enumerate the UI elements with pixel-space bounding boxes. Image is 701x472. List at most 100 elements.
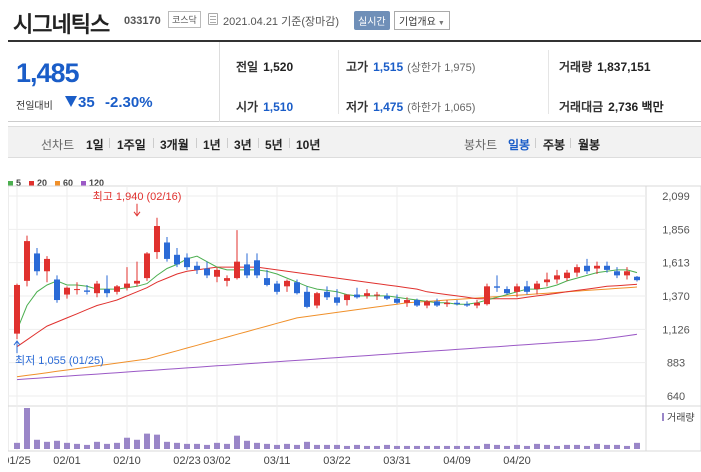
- x-tick-label: 03/11: [264, 455, 291, 467]
- volume-bar: [44, 441, 50, 449]
- candle-body: [524, 286, 530, 292]
- line-option-1d[interactable]: 1일: [86, 138, 104, 152]
- upper-limit: (상한가 1,975): [407, 62, 476, 74]
- legend-ma60: 60: [55, 178, 73, 188]
- candle-body: [604, 265, 610, 270]
- candle-body: [64, 287, 70, 295]
- y-tick-label: 1,126: [662, 324, 690, 336]
- candle-body: [154, 226, 160, 253]
- candle-body: [74, 289, 80, 291]
- separator: [109, 138, 110, 148]
- volume-label: 거래량: [667, 412, 695, 424]
- candle-option-weekly[interactable]: 주봉: [543, 138, 566, 152]
- candle-body: [564, 272, 570, 279]
- line-option-3m[interactable]: 3개월: [160, 138, 189, 152]
- volume-bar: [204, 444, 210, 449]
- line-option-3y[interactable]: 3년: [234, 138, 252, 152]
- volume-bar: [84, 444, 90, 449]
- low-annotation: 최저 1,055 (01/25): [15, 354, 104, 367]
- legend-swatch: [81, 180, 87, 186]
- volume-bar: [454, 445, 460, 449]
- y-tick-label: 1,613: [662, 258, 690, 270]
- separator: [153, 138, 154, 148]
- ma20-line: [16, 266, 638, 348]
- amount-value: 2,736 백만: [608, 100, 664, 114]
- candle-body: [314, 293, 320, 306]
- volume-label: 거래량: [559, 60, 593, 74]
- candle-body: [294, 282, 300, 294]
- volume: 거래량 1,837,151: [559, 58, 651, 75]
- stock-chart[interactable]: 5 20 60 120 2,099 1,856 1,613 1,370 1,126 883…: [8, 170, 701, 472]
- volume-bar: [324, 444, 330, 449]
- x-tick-label: 02/23: [173, 455, 201, 467]
- legend-ma20: 20: [29, 178, 47, 188]
- volume-bar: [224, 443, 230, 449]
- candle-body: [594, 265, 600, 269]
- x-tick-label: 04/09: [443, 455, 471, 467]
- volume-bar: [234, 435, 240, 449]
- candle-body: [464, 304, 470, 306]
- volume-bar: [354, 444, 360, 449]
- volume-bar: [94, 441, 100, 449]
- legend-swatch: [29, 180, 35, 186]
- volume-bar: [384, 444, 390, 449]
- candle-body: [634, 276, 640, 281]
- candle-body: [394, 298, 400, 303]
- volume-bar: [254, 442, 260, 449]
- volume-bar: [164, 441, 170, 449]
- period-selector: 선차트 1일 1주일 3개월 1년 3년 5년 10년 봉차트 일봉 주봉 월봉: [8, 126, 701, 158]
- amount-label: 거래대금: [559, 100, 604, 114]
- volume-bar: [114, 442, 120, 449]
- volume-panel-frame: [8, 405, 701, 452]
- line-option-10y[interactable]: 10년: [296, 138, 321, 152]
- candle-body: [324, 291, 330, 298]
- volume-bar: [614, 444, 620, 449]
- candle-body: [544, 279, 550, 283]
- open-price: 시가 1,510: [236, 98, 293, 115]
- candle-body: [284, 280, 290, 287]
- high-label: 고가: [346, 60, 369, 74]
- candle-option-monthly[interactable]: 월봉: [578, 138, 601, 152]
- candle-body: [124, 283, 130, 288]
- realtime-button[interactable]: 실시간: [354, 11, 390, 30]
- volume-bar: [364, 445, 370, 449]
- x-tick-label: 02/01: [53, 455, 81, 467]
- ma-legend: 5 20 60 120: [8, 178, 104, 188]
- candle-body: [104, 289, 110, 294]
- volume-bar: [24, 408, 30, 449]
- volume-bar: [634, 442, 640, 449]
- candle-body: [54, 279, 60, 301]
- ma120-line: [16, 333, 638, 381]
- volume-bar: [554, 445, 560, 449]
- candle-body: [434, 301, 440, 306]
- y-tick-label: 1,856: [662, 224, 690, 236]
- down-arrow-icon: [65, 96, 77, 107]
- candle-body: [174, 254, 180, 265]
- volume-bar: [124, 437, 130, 449]
- line-option-5y[interactable]: 5년: [265, 138, 283, 152]
- line-option-1y[interactable]: 1년: [203, 138, 221, 152]
- volume-bar: [624, 445, 630, 449]
- volume-bar: [294, 444, 300, 449]
- candle-body: [84, 290, 90, 292]
- legend-ma60-label: 60: [63, 178, 74, 188]
- candle-body: [614, 271, 620, 276]
- legend-swatch: [8, 180, 13, 186]
- candle-body: [424, 301, 430, 306]
- lower-limit: (하한가 1,065): [407, 102, 476, 114]
- candle-option-daily[interactable]: 일봉: [508, 138, 531, 152]
- candle-body: [34, 253, 40, 272]
- volume-bar: [494, 444, 500, 449]
- divider: [548, 50, 549, 114]
- volume-bar: [134, 439, 140, 449]
- y-tick-label: 883: [667, 358, 685, 370]
- line-option-1w[interactable]: 1주일: [117, 138, 146, 152]
- company-info-dropdown[interactable]: 기업개요 ▼: [394, 11, 450, 30]
- volume-bar: [474, 445, 480, 449]
- y-tick-label: 2,099: [662, 191, 690, 203]
- candlestick-chart[interactable]: 2,099 1,856 1,613 1,370 1,126 883 640 01/25 02/0…: [8, 170, 701, 472]
- candle-body: [484, 286, 490, 305]
- candle-body: [234, 261, 240, 279]
- volume-bar: [424, 445, 430, 449]
- candle-body: [494, 286, 500, 288]
